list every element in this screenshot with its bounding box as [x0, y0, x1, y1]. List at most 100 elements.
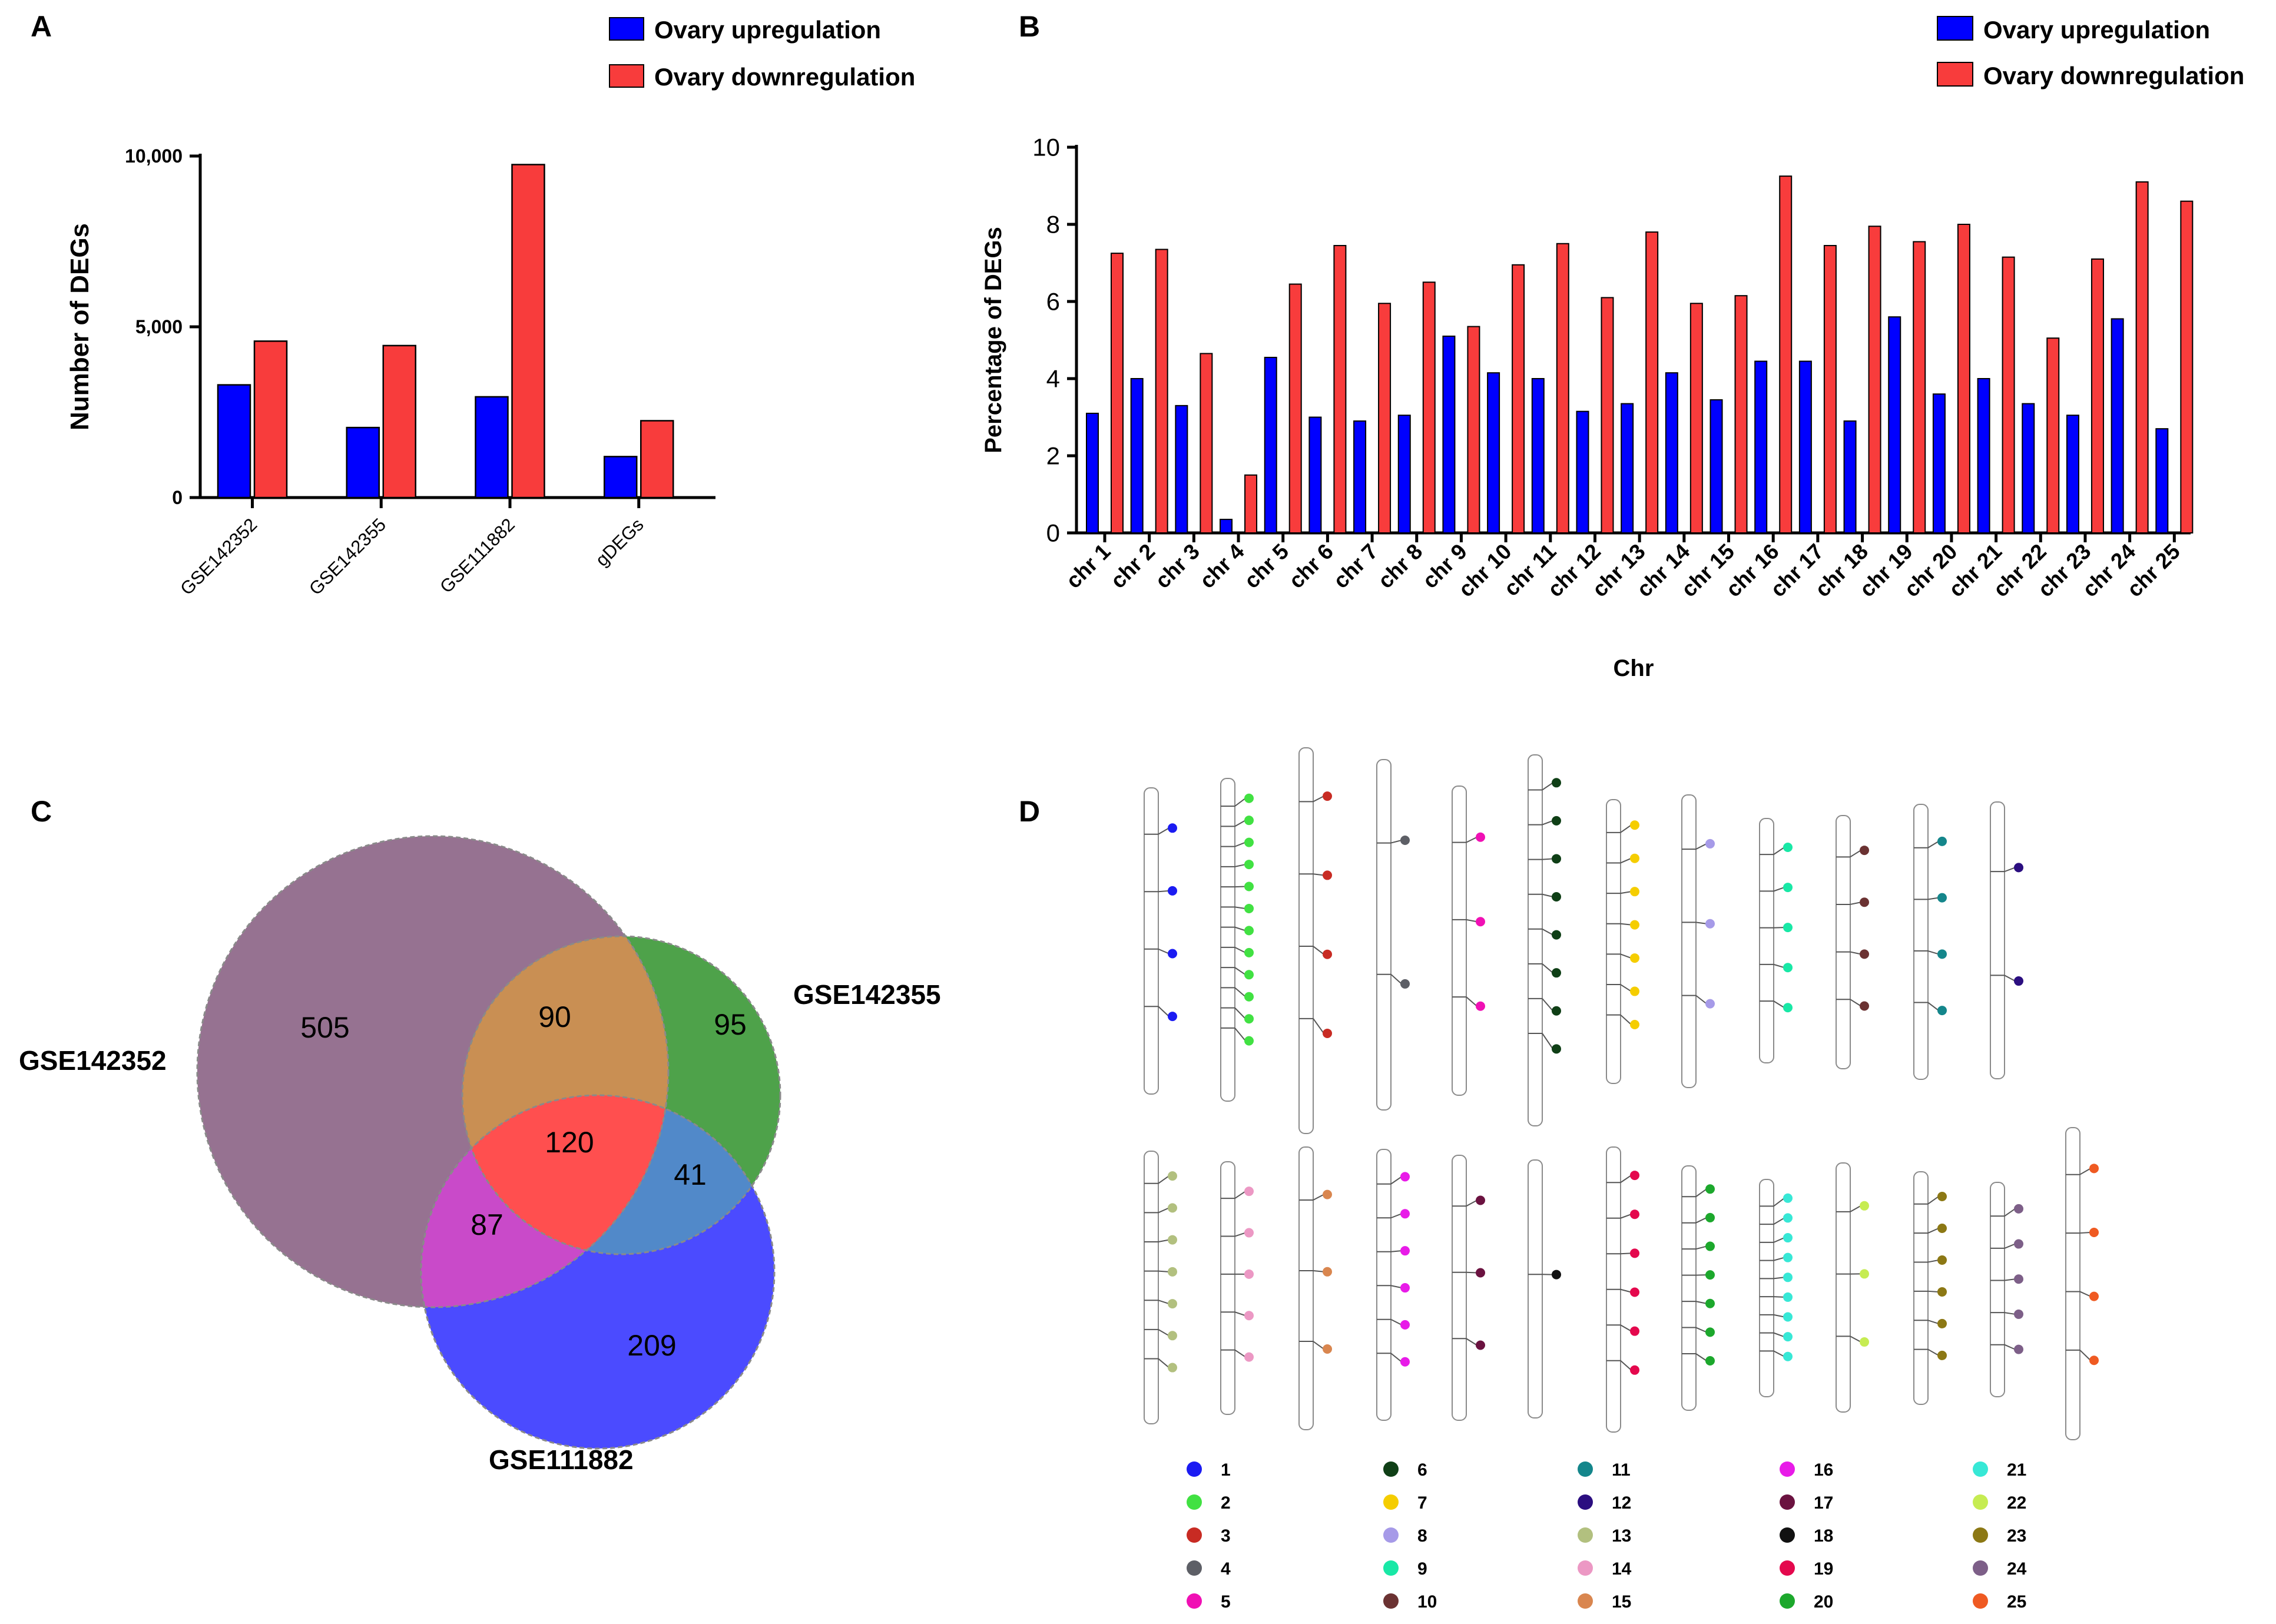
chromosome-11 — [1913, 804, 1947, 1080]
panel-b-x-tick-label: chr 7 — [1329, 539, 1383, 594]
panel-a-legend-swatch-0 — [609, 17, 644, 41]
panel-a-bar-GSE142352-down — [253, 340, 288, 499]
chromosome-21-connector — [1773, 1257, 1785, 1261]
panel-b-legend-swatch-1 — [1937, 62, 1973, 87]
chromosome-7-body — [1606, 799, 1621, 1084]
chromosome-14-marker — [1244, 1186, 1254, 1197]
chromosome-13-connector — [1158, 1239, 1170, 1243]
chromosome-13 — [1144, 1151, 1177, 1424]
chromosome-23-marker — [1937, 1255, 1947, 1265]
panel-b-x-tick-label: chr 3 — [1150, 539, 1204, 594]
chromosome-16-marker — [1400, 1357, 1410, 1367]
panel-a-bar-chart: A Ovary upregulation Ovary downregulation… — [31, 10, 915, 599]
chromosome-7-marker — [1630, 953, 1639, 963]
chromosome-3-marker — [1323, 870, 1332, 880]
chromosome-3-marker — [1323, 949, 1332, 959]
chromosome-6-marker — [1552, 930, 1561, 940]
legend-label-chr-3: 3 — [1221, 1526, 1231, 1546]
chromosome-13-connector — [1158, 1358, 1170, 1368]
chromosome-19-connector — [1620, 1175, 1632, 1184]
panel-b-bar-chr9-up — [1442, 335, 1456, 533]
venn-counts: 505 95 209 90 87 41 120 — [300, 1000, 747, 1362]
chromosome-19-marker — [1630, 1365, 1639, 1375]
chromosome-24-connector — [2004, 1278, 2016, 1281]
legend-dot-chr-15 — [1578, 1593, 1593, 1609]
chromosome-18-marker — [1552, 1270, 1561, 1280]
chromosome-11-marker — [1937, 1006, 1947, 1016]
legend-label-chr-25: 25 — [2007, 1592, 2026, 1612]
panel-b-bar-chr25-down — [2180, 200, 2194, 533]
chromosome-16-connector — [1390, 1176, 1402, 1185]
panel-b-bar-chr6-up — [1308, 416, 1322, 533]
legend-dot-chr-3 — [1187, 1527, 1202, 1543]
chromosome-2-connector — [1234, 841, 1246, 847]
chromosome-2-connector — [1234, 820, 1246, 827]
chromosome-2-connector — [1234, 926, 1246, 932]
legend-dot-chr-8 — [1383, 1527, 1399, 1543]
chromosome-5-body — [1452, 786, 1467, 1096]
chromosome-19-marker — [1630, 1287, 1639, 1297]
chromosome-23-marker — [1937, 1191, 1947, 1201]
panel-b-bar-chr4-up — [1220, 519, 1233, 534]
legend-label-chr-23: 23 — [2007, 1526, 2026, 1546]
legend-label-chr-24: 24 — [2007, 1559, 2027, 1579]
chromosome-20-connector — [1695, 1217, 1707, 1224]
venn-set-labels: GSE142352 GSE142355 GSE111882 — [19, 979, 941, 1475]
legend-dot-chr-4 — [1187, 1560, 1202, 1576]
chromosome-1-marker — [1168, 1012, 1177, 1022]
chromosome-15 — [1298, 1146, 1332, 1430]
chromosome-2-marker — [1244, 903, 1254, 913]
chromosome-25-marker — [2089, 1227, 2099, 1237]
chromosome-13-marker — [1168, 1363, 1177, 1373]
panel-b-bar-chr22-up — [2022, 403, 2035, 534]
venn-outline-gse142352 — [196, 835, 670, 1308]
chromosome-12-body — [1990, 801, 2005, 1079]
chromosome-19-marker — [1630, 1171, 1639, 1181]
chromosome-7-marker — [1630, 920, 1639, 930]
panel-a-bar-gDEGs-up — [604, 456, 638, 499]
legend-dot-chr-22 — [1973, 1494, 1988, 1510]
chromosome-7-marker — [1630, 820, 1639, 830]
chromosome-8-marker — [1705, 838, 1715, 849]
panel-b-bar-chr10-down — [1512, 264, 1525, 533]
chromosome-25-connector — [2079, 1291, 2091, 1297]
panel-b-bar-chr2-up — [1130, 378, 1144, 533]
chromosome-1-connector — [1158, 948, 1170, 954]
chromosome-1 — [1144, 787, 1177, 1095]
chromosome-19-connector — [1620, 1324, 1632, 1332]
chromosome-3-body — [1298, 747, 1314, 1134]
chromosome-1-marker — [1168, 949, 1177, 959]
legend-label-chr-15: 15 — [1612, 1592, 1631, 1612]
legend-label-chr-21: 21 — [2007, 1460, 2026, 1480]
panel-b-y-tick-label: 0 — [1046, 519, 1060, 547]
chromosome-19-connector — [1620, 1252, 1632, 1255]
chromosome-23-connector — [1927, 1348, 1939, 1356]
chromosome-3-marker — [1323, 1028, 1332, 1038]
chromosome-9-body — [1759, 818, 1774, 1063]
chromosome-12-connector — [2004, 975, 2016, 982]
legend-label-chr-14: 14 — [1612, 1559, 1632, 1579]
venn-count-gse142352-only: 505 — [300, 1011, 349, 1044]
chromosome-25-marker — [2089, 1164, 2099, 1174]
panel-c-letter: C — [31, 795, 52, 828]
chromosome-23-marker — [1937, 1287, 1947, 1297]
chromosome-22-marker — [1860, 1337, 1869, 1347]
chromosome-19-marker — [1630, 1209, 1639, 1219]
panel-a-y-tick-label: 0 — [172, 487, 183, 508]
chromosome-16-marker — [1400, 1209, 1410, 1219]
chromosome-6-marker — [1552, 816, 1561, 826]
panel-b-bar-chr24-up — [2111, 318, 2124, 533]
legend-label-chr-2: 2 — [1221, 1493, 1231, 1513]
chromosome-20 — [1681, 1165, 1715, 1411]
legend-label-chr-22: 22 — [2007, 1493, 2026, 1513]
panel-b-bar-chr18-up — [1843, 420, 1857, 533]
chromosome-17-marker — [1476, 1268, 1485, 1278]
chromosome-13-marker — [1168, 1267, 1177, 1277]
chromosome-7 — [1606, 799, 1639, 1084]
chromosome-2-connector — [1234, 987, 1246, 997]
chromosome-10-connector — [1850, 850, 1861, 858]
chromosome-25-connector — [2079, 1350, 2091, 1361]
chromosome-4 — [1376, 759, 1410, 1111]
panel-b-bar-chr15-up — [1710, 399, 1723, 534]
chromosome-7-connector — [1620, 1014, 1632, 1025]
